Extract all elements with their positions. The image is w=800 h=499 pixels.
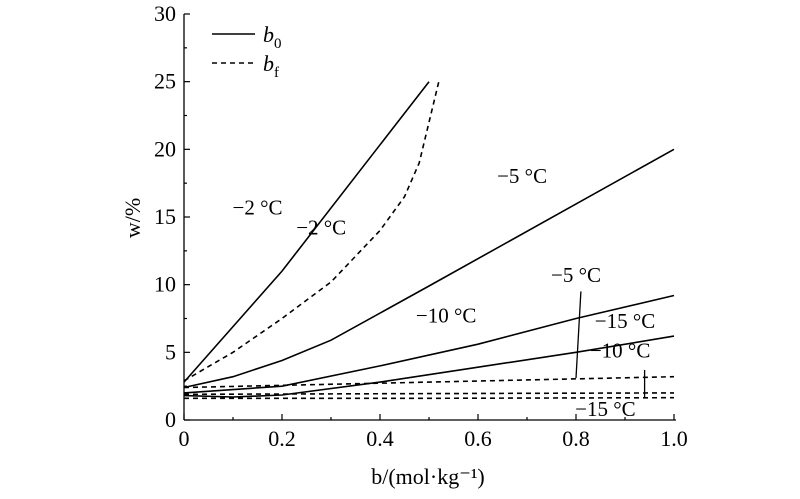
leader-line	[575, 291, 582, 379]
x-tick-label: 0.2	[268, 426, 296, 451]
y-tick-label: 15	[154, 204, 176, 229]
series-line-bf-1	[183, 81, 440, 382]
series-line-b0-0	[183, 81, 430, 383]
x-tick-label: 1.0	[660, 426, 688, 451]
temperature-annotation: −10 °C	[416, 304, 477, 328]
temperature-annotation: −5 °C	[551, 263, 601, 287]
x-tick-label: 0.4	[366, 426, 394, 451]
series-layer	[183, 81, 675, 400]
axes: 0 0.2 0.4 0.6 0.8 1.0 0 5 10 15 20 25 30	[154, 1, 688, 451]
legend-label-b0: b0	[263, 22, 282, 52]
y-tick-label: 20	[154, 136, 176, 161]
annotation-layer: −2 °C −2 °C −5 °C −5 °C −10 °C −15 °C −10 °C −1…	[233, 164, 656, 421]
series-line-bf-6	[183, 392, 675, 396]
series-line-b0-2	[183, 148, 675, 389]
temperature-annotation: −2 °C	[296, 216, 346, 240]
legend-subscript-b0: 0	[274, 36, 282, 52]
series-line-bf-5	[183, 375, 675, 389]
temperature-annotation: −5 °C	[497, 164, 547, 188]
x-axis-title: b/(mol·kg⁻¹)	[371, 464, 485, 489]
temperature-annotation: −2 °C	[233, 195, 283, 219]
legend: b0 bf	[212, 22, 282, 81]
x-tick-label: 0.6	[464, 426, 492, 451]
temperature-annotation: −15 °C	[575, 397, 636, 421]
series-line-bf-7	[184, 396, 675, 400]
y-tick-label: 10	[154, 272, 176, 297]
series-line-b0-3	[183, 294, 675, 394]
y-tick-label: 25	[154, 69, 176, 94]
y-axis-title: w/%	[120, 198, 145, 238]
y-tick-label: 5	[165, 339, 176, 364]
y-tick-label: 30	[154, 1, 176, 26]
temperature-annotation: −10 °C	[590, 339, 651, 363]
temperature-annotation: −15 °C	[595, 309, 656, 333]
legend-subscript-bf: f	[274, 65, 279, 81]
series-line-b0-4	[183, 335, 675, 398]
legend-label-bf: bf	[263, 51, 279, 81]
x-tick-label: 0	[179, 426, 190, 451]
x-tick-label: 0.8	[562, 426, 590, 451]
y-tick-label: 0	[165, 407, 176, 432]
